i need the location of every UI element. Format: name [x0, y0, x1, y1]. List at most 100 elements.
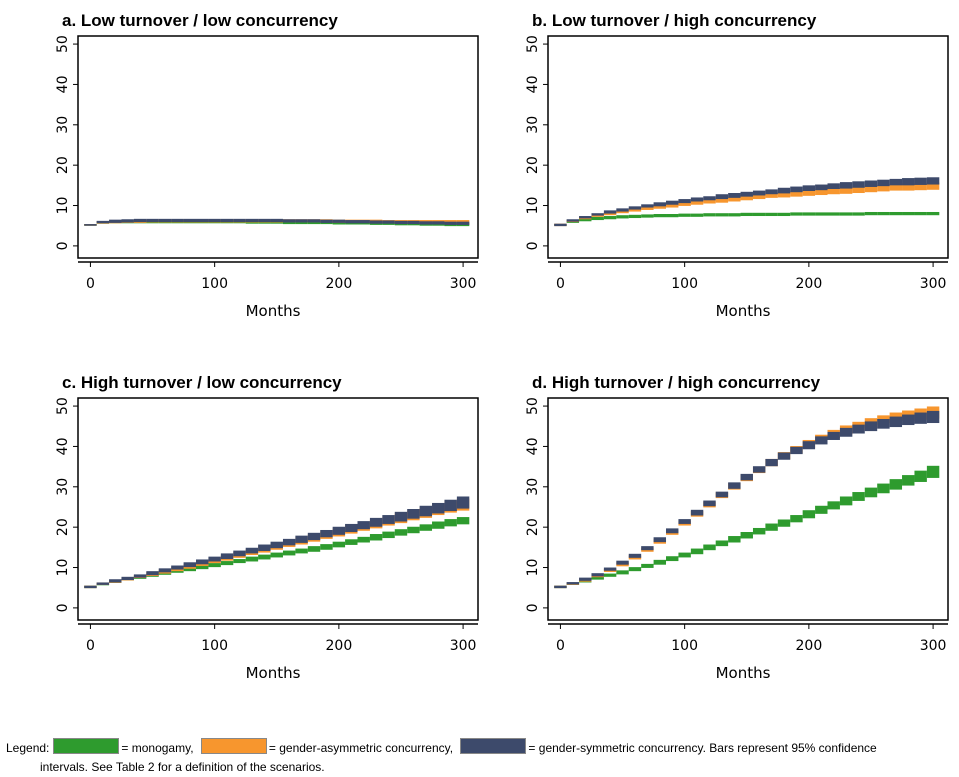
ci-bar — [208, 563, 221, 568]
ci-bar — [332, 541, 346, 548]
ci-bar — [728, 482, 741, 489]
ci-bar — [407, 509, 420, 519]
plot-frame — [547, 397, 949, 621]
ci-bar — [603, 567, 617, 571]
ci-bar — [877, 483, 890, 494]
ci-bar — [653, 214, 667, 218]
ci-bar — [407, 220, 420, 225]
ci-bar — [902, 183, 915, 191]
y-tick-label: 50 — [55, 397, 71, 415]
ci-bar — [171, 218, 184, 223]
ci-bar — [765, 212, 778, 217]
plot-frame — [77, 397, 479, 621]
ci-bar — [419, 221, 433, 225]
panel-title: d. High turnover / high concurrency — [532, 373, 821, 392]
ci-bar — [196, 559, 209, 565]
ci-bar — [914, 182, 927, 191]
y-tick-label: 50 — [55, 35, 71, 53]
ci-bar — [579, 216, 592, 219]
ci-bar — [653, 559, 667, 565]
ci-bar — [641, 204, 654, 208]
ci-bar — [728, 213, 741, 217]
ci-bar — [765, 523, 778, 531]
ci-bar — [456, 517, 470, 525]
panel: a. Low turnover / low concurrency 0 10 20 30… — [55, 11, 479, 320]
ci-bar — [839, 187, 853, 194]
y-tick-label: 10 — [525, 197, 541, 215]
ci-bar — [171, 565, 184, 570]
ci-bar — [839, 212, 853, 216]
ci-bar — [815, 189, 828, 196]
ci-bar — [703, 544, 716, 551]
ci-bar — [158, 568, 172, 573]
ci-bar — [307, 532, 321, 541]
ci-bar — [703, 196, 716, 201]
ci-bar — [591, 573, 604, 577]
ci-bar — [566, 582, 580, 585]
panel: b. Low turnover / high concurrency 0 10 20 3… — [525, 11, 949, 320]
y-tick-label: 40 — [525, 76, 541, 94]
ci-bar — [690, 200, 704, 205]
ci-bar — [740, 473, 753, 481]
ci-bar — [208, 218, 221, 223]
ci-bar — [628, 567, 642, 572]
ci-bar — [728, 196, 741, 202]
ci-bar — [852, 492, 865, 501]
ci-bar — [320, 544, 333, 550]
x-tick-label: 300 — [450, 276, 477, 292]
ci-bar — [603, 210, 617, 214]
ci-bar — [394, 511, 408, 522]
ci-bar — [345, 539, 358, 545]
panel-title: c. High turnover / low concurrency — [62, 373, 342, 392]
ci-bar — [444, 221, 457, 225]
legend-swatch — [53, 738, 120, 754]
ci-bar — [902, 414, 915, 426]
ci-bar — [307, 219, 321, 223]
ci-bar — [777, 452, 791, 460]
ci-bar — [183, 562, 197, 568]
ci-bar — [84, 585, 97, 589]
ci-bar — [914, 412, 927, 424]
ci-bar — [183, 218, 197, 223]
x-tick-label: 300 — [920, 276, 947, 292]
ci-bar — [752, 212, 766, 217]
ci-bar — [889, 184, 903, 191]
ci-bar — [628, 553, 642, 558]
ci-bar — [802, 510, 816, 519]
ci-bar — [678, 201, 691, 206]
ci-bar — [678, 552, 691, 558]
ci-bar — [233, 559, 246, 564]
ci-bar — [382, 515, 395, 524]
legend-title: Legend: — [6, 741, 50, 755]
ci-bar — [926, 182, 940, 190]
ci-bar — [889, 416, 903, 428]
y-tick-label: 30 — [55, 116, 71, 134]
ci-bar — [579, 577, 592, 581]
ci-bar — [777, 191, 791, 198]
x-tick-label: 200 — [326, 276, 353, 292]
ci-bar — [628, 206, 642, 210]
ci-bar — [394, 220, 408, 225]
ci-bar — [407, 526, 420, 534]
x-tick-label: 300 — [450, 638, 477, 654]
ci-bar — [456, 221, 470, 225]
ci-bar — [233, 218, 246, 223]
ci-bar — [902, 211, 915, 216]
ci-bar — [96, 220, 110, 224]
x-tick-label: 100 — [671, 638, 698, 654]
ci-bar — [740, 195, 753, 201]
ci-bar — [357, 220, 370, 224]
ci-bar — [877, 211, 890, 216]
ci-bar — [765, 458, 778, 467]
ci-bar — [790, 186, 803, 193]
y-tick-label: 30 — [55, 478, 71, 496]
ci-bar — [245, 218, 259, 223]
ci-bar — [566, 219, 580, 222]
x-tick-label: 200 — [326, 638, 353, 654]
ci-bar — [790, 446, 803, 455]
ci-bar — [270, 541, 283, 549]
ci-bar — [158, 218, 172, 223]
y-tick-label: 10 — [55, 197, 71, 215]
ci-bar — [678, 519, 691, 524]
y-tick-label: 0 — [525, 241, 541, 250]
